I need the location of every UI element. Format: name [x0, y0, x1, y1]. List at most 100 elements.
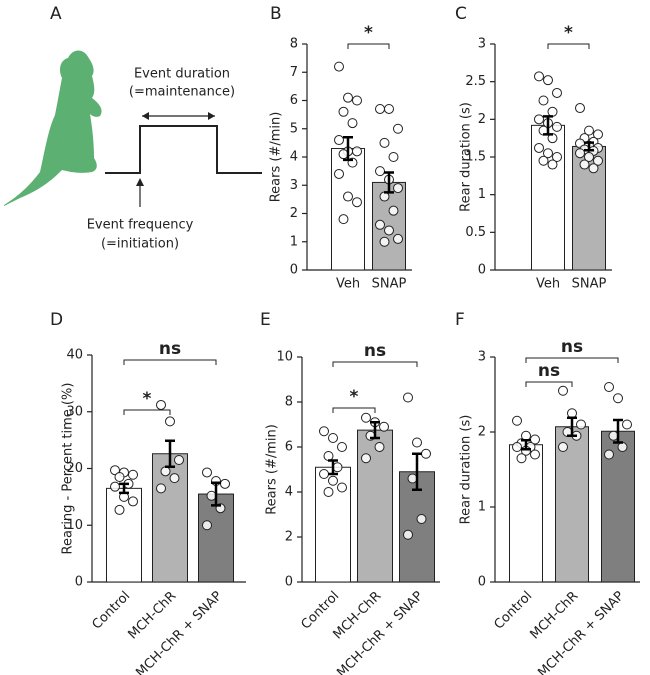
data-point — [332, 462, 343, 473]
error-bar — [584, 141, 594, 152]
data-point — [534, 71, 544, 82]
data-point — [174, 454, 184, 465]
y-tick-label: 1 — [478, 500, 486, 515]
data-point — [338, 149, 349, 160]
x-tick-label: Veh — [336, 277, 360, 292]
y-tick-label: 10 — [66, 518, 83, 533]
data-point — [552, 87, 562, 98]
data-point — [110, 465, 120, 476]
x-tick-label: SNAP — [372, 277, 407, 292]
y-tick-label: 2 — [478, 425, 486, 440]
error-bar — [613, 418, 623, 444]
data-point — [579, 159, 590, 170]
data-point — [375, 103, 385, 114]
data-point — [567, 408, 577, 419]
y-tick-label: 6 — [285, 440, 293, 455]
bar — [331, 148, 365, 271]
x-tick-label: Control — [89, 589, 133, 633]
data-point — [617, 442, 628, 452]
y-axis-label: Rear duration (s) — [459, 415, 474, 525]
data-point — [538, 95, 549, 106]
data-point — [576, 419, 586, 430]
significance-bracket — [332, 361, 418, 367]
data-point — [543, 75, 553, 86]
data-point — [347, 118, 358, 129]
data-point — [543, 148, 553, 159]
data-point — [328, 433, 338, 443]
significance-bracket — [547, 43, 590, 49]
frequency-label: Event frequency — [87, 218, 194, 233]
data-point — [516, 453, 527, 464]
y-tick-label: 8 — [290, 37, 298, 52]
data-point — [323, 487, 334, 497]
y-tick-label: 1 — [478, 187, 486, 202]
significance-label: ns — [538, 361, 560, 381]
data-point — [558, 442, 568, 452]
y-axis-label: Rearing - Percent time (%) — [61, 383, 76, 555]
y-tick-label: 2.5 — [465, 74, 486, 89]
y-axis-label: Rear duration (s) — [459, 102, 474, 212]
data-point — [584, 152, 594, 162]
y-tick-label: 4 — [290, 150, 298, 165]
significance-label: ns — [159, 339, 181, 359]
significance-label: * — [350, 387, 359, 407]
data-point — [352, 197, 362, 208]
error-bar — [343, 135, 353, 162]
data-point — [393, 123, 403, 134]
significance-label: ns — [561, 337, 583, 357]
data-point — [334, 61, 344, 72]
bar — [509, 444, 543, 583]
y-tick-label: 8 — [285, 395, 293, 410]
data-point — [319, 426, 329, 437]
error-bar — [370, 421, 380, 440]
data-point — [388, 205, 399, 216]
bar — [555, 426, 589, 583]
x-tick-label: MCH-ChR + SNAP — [133, 589, 225, 675]
data-point — [156, 483, 166, 494]
data-point — [584, 125, 594, 136]
error-bar — [412, 452, 422, 491]
y-tick-label: 0 — [285, 575, 293, 590]
panel-label: B — [270, 4, 282, 24]
data-point — [374, 442, 385, 452]
y-tick-label: 3 — [478, 350, 486, 365]
panel-label: D — [50, 310, 63, 330]
data-point — [128, 469, 138, 480]
data-point — [558, 385, 568, 396]
y-tick-label: 5 — [290, 121, 298, 136]
data-point — [220, 478, 230, 489]
panel-label: F — [455, 310, 465, 330]
data-point — [534, 114, 544, 125]
y-axis-label: Rears (#/min) — [269, 112, 284, 203]
data-point — [593, 129, 603, 140]
data-point — [593, 155, 603, 166]
y-tick-label: 10 — [276, 350, 293, 365]
significance-label: ns — [364, 341, 386, 361]
error-bar — [384, 171, 394, 194]
data-point — [388, 152, 399, 162]
data-point — [379, 137, 390, 148]
data-point — [334, 135, 344, 146]
data-point — [604, 382, 614, 392]
y-tick-label: 3 — [478, 37, 486, 52]
y-tick-label: 7 — [290, 65, 298, 80]
data-point — [337, 482, 347, 493]
error-bar — [328, 459, 338, 476]
data-point — [403, 529, 413, 540]
data-point — [575, 103, 585, 114]
y-tick-label: 40 — [66, 348, 83, 363]
chart: D Rearing - Percent time (%) 0 10 20 30 40 Cont… — [50, 310, 246, 675]
significance-bracket — [347, 43, 390, 49]
data-point — [165, 416, 175, 427]
significance-bracket — [123, 409, 171, 415]
y-tick-label: 30 — [66, 404, 83, 419]
significance-bracket — [332, 407, 376, 413]
data-point — [384, 225, 394, 236]
data-point — [352, 146, 362, 157]
data-point — [512, 442, 522, 452]
data-point — [403, 392, 413, 403]
y-tick-label: 1.5 — [465, 150, 486, 165]
y-tick-label: 0 — [478, 263, 486, 278]
y-tick-label: 20 — [66, 461, 83, 476]
data-point — [575, 148, 585, 159]
